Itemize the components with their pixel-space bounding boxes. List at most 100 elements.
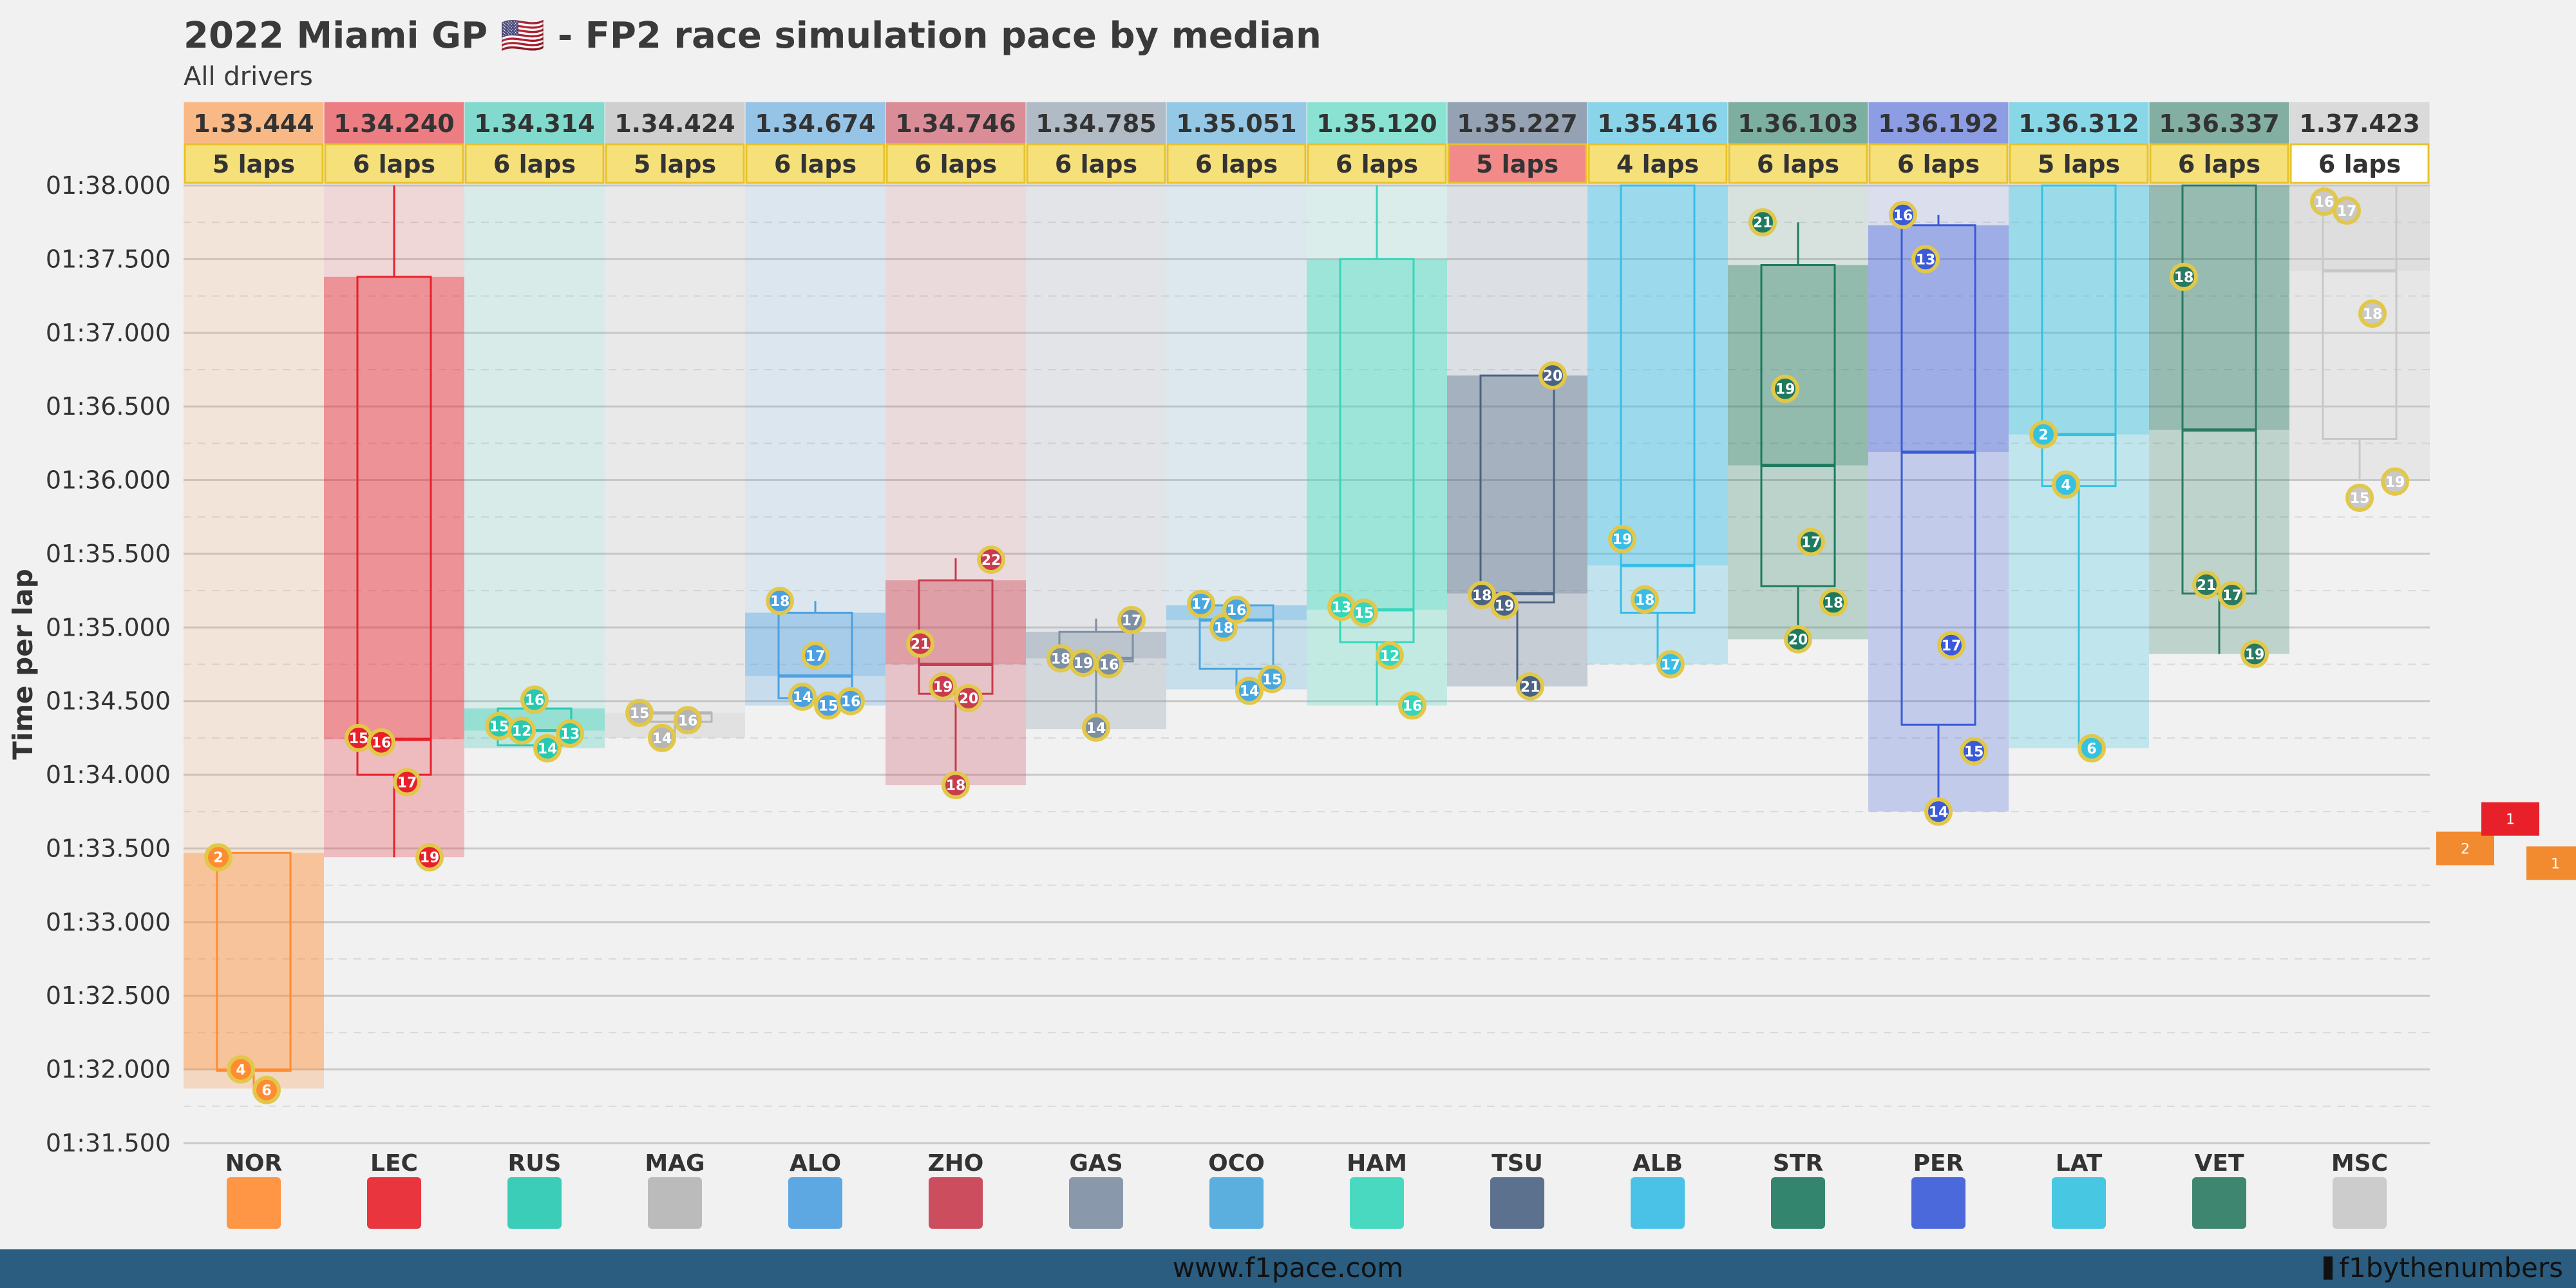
team-logo-icon — [227, 1177, 281, 1229]
lap-number-label: 13 — [1332, 600, 1352, 616]
lap-number-label: 18 — [1051, 651, 1071, 667]
laps-count-label: 6 laps — [914, 150, 997, 178]
footer-url[interactable]: www.f1pace.com — [1172, 1252, 1404, 1283]
driver-code-label: MSC — [2331, 1150, 2388, 1177]
stint-count-label: 2 — [2461, 841, 2470, 857]
lap-point — [2170, 262, 2198, 291]
team-logo-icon — [507, 1177, 562, 1229]
laps-count-label: 6 laps — [2318, 150, 2401, 178]
laps-count-label: 6 laps — [353, 150, 435, 178]
laps-count-label: 6 laps — [774, 150, 857, 178]
lap-point — [1082, 713, 1110, 742]
lap-number-label: 19 — [1495, 598, 1515, 614]
laps-header-cell — [184, 143, 324, 184]
upper-range-band — [1026, 632, 1166, 659]
team-logo-icon — [788, 1177, 842, 1229]
lap-point — [2345, 483, 2374, 512]
lap-point — [1516, 672, 1544, 701]
upper-range-band — [1728, 265, 1868, 466]
lap-number-label: 4 — [236, 1063, 245, 1079]
lap-point — [367, 728, 395, 757]
lap-number-label: 15 — [819, 699, 838, 715]
laps-count-label: 6 laps — [1055, 150, 1137, 178]
driver-code-label: VET — [2194, 1150, 2244, 1177]
lap-number-label: 14 — [1929, 804, 1949, 820]
lap-number-label: 21 — [2197, 578, 2217, 594]
median-header-cell — [464, 102, 605, 144]
median-header-cell — [324, 102, 464, 144]
y-tick-label: 01:33.500 — [46, 834, 171, 862]
box — [2322, 184, 2398, 440]
laps-count-label: 6 laps — [493, 150, 576, 178]
lap-number-label: 19 — [933, 679, 953, 696]
team-logo-icon — [1631, 1177, 1685, 1229]
upper-range-band — [886, 580, 1026, 665]
outer-range-band — [184, 185, 324, 853]
chart-title: 2022 Miami GP 🇺🇸 - FP2 race simulation p… — [184, 15, 1321, 57]
y-tick-label: 01:35.000 — [46, 613, 171, 641]
lap-point — [2192, 570, 2221, 599]
lap-point — [1911, 245, 1940, 274]
median-time-label: 1.37.423 — [2299, 109, 2420, 138]
laps-header-cell — [2009, 143, 2149, 184]
lap-point — [1608, 525, 1636, 554]
driver-code-label: LAT — [2056, 1150, 2103, 1177]
y-tick-label: 01:37.000 — [46, 319, 171, 347]
laps-header-cell — [324, 143, 464, 184]
laps-count-label: 6 laps — [2178, 150, 2260, 178]
laps-header-cell — [464, 143, 605, 184]
team-logo-icon — [367, 1177, 421, 1229]
lap-point — [533, 734, 562, 762]
lap-point — [1350, 598, 1378, 627]
lap-point — [977, 545, 1005, 574]
median-time-label: 1.36.103 — [1738, 109, 1859, 138]
median-time-label: 1.36.337 — [2159, 109, 2280, 138]
footer-bar: www.f1pace.com f1bythenumbers — [0, 1249, 2576, 1288]
y-tick-label: 01:38.000 — [46, 171, 171, 200]
lap-point — [227, 1055, 255, 1084]
footer-brand: f1bythenumbers — [2324, 1252, 2563, 1283]
lap-number-label: 16 — [1099, 658, 1119, 674]
y-axis-label: Time per lap — [7, 569, 39, 760]
lap-point — [1748, 208, 1777, 237]
lap-number-label: 17 — [1942, 638, 1962, 654]
team-logo-icon — [929, 1177, 983, 1229]
lap-number-label: 17 — [1801, 535, 1821, 551]
median-time-label: 1.33.444 — [193, 109, 314, 138]
driver-code-label: STR — [1773, 1150, 1823, 1177]
lap-number-label: 16 — [525, 692, 545, 708]
lap-point — [1631, 585, 1659, 614]
median-header-cell — [605, 102, 745, 144]
lap-point — [1924, 797, 1953, 826]
upper-range-band — [1307, 259, 1447, 610]
lap-point — [2381, 467, 2409, 496]
median-time-label: 1.34.424 — [614, 109, 735, 138]
outer-range-band — [1447, 185, 1587, 376]
lap-number-label: 15 — [349, 731, 369, 747]
lap-point — [2029, 420, 2058, 449]
team-logo-icon — [2052, 1177, 2106, 1229]
laps-header-cell — [605, 143, 745, 184]
lap-number-label: 16 — [1893, 208, 1913, 224]
laps-count-label: 6 laps — [1195, 150, 1278, 178]
lap-number-label: 20 — [1543, 368, 1563, 384]
lap-number-label: 21 — [1520, 679, 1540, 696]
lap-point — [507, 716, 536, 745]
lap-number-label: 12 — [1380, 649, 1400, 665]
team-logo-icon — [1209, 1177, 1264, 1229]
lap-point — [2218, 580, 2246, 609]
driver-code-label: OCO — [1208, 1150, 1265, 1177]
lap-number-label: 6 — [2087, 741, 2096, 757]
lap-point — [1819, 588, 1848, 617]
outer-range-band — [605, 185, 745, 713]
upper-range-band — [1447, 375, 1587, 594]
laps-count-label: 6 laps — [1757, 150, 1839, 178]
y-tick-label: 01:31.500 — [46, 1129, 171, 1157]
lap-point — [2078, 734, 2106, 762]
median-header-cell — [1587, 102, 1728, 144]
lap-number-label: 18 — [770, 594, 790, 610]
laps-header-cell — [745, 143, 886, 184]
lap-number-label: 13 — [560, 726, 580, 743]
team-logo-icon — [1771, 1177, 1825, 1229]
